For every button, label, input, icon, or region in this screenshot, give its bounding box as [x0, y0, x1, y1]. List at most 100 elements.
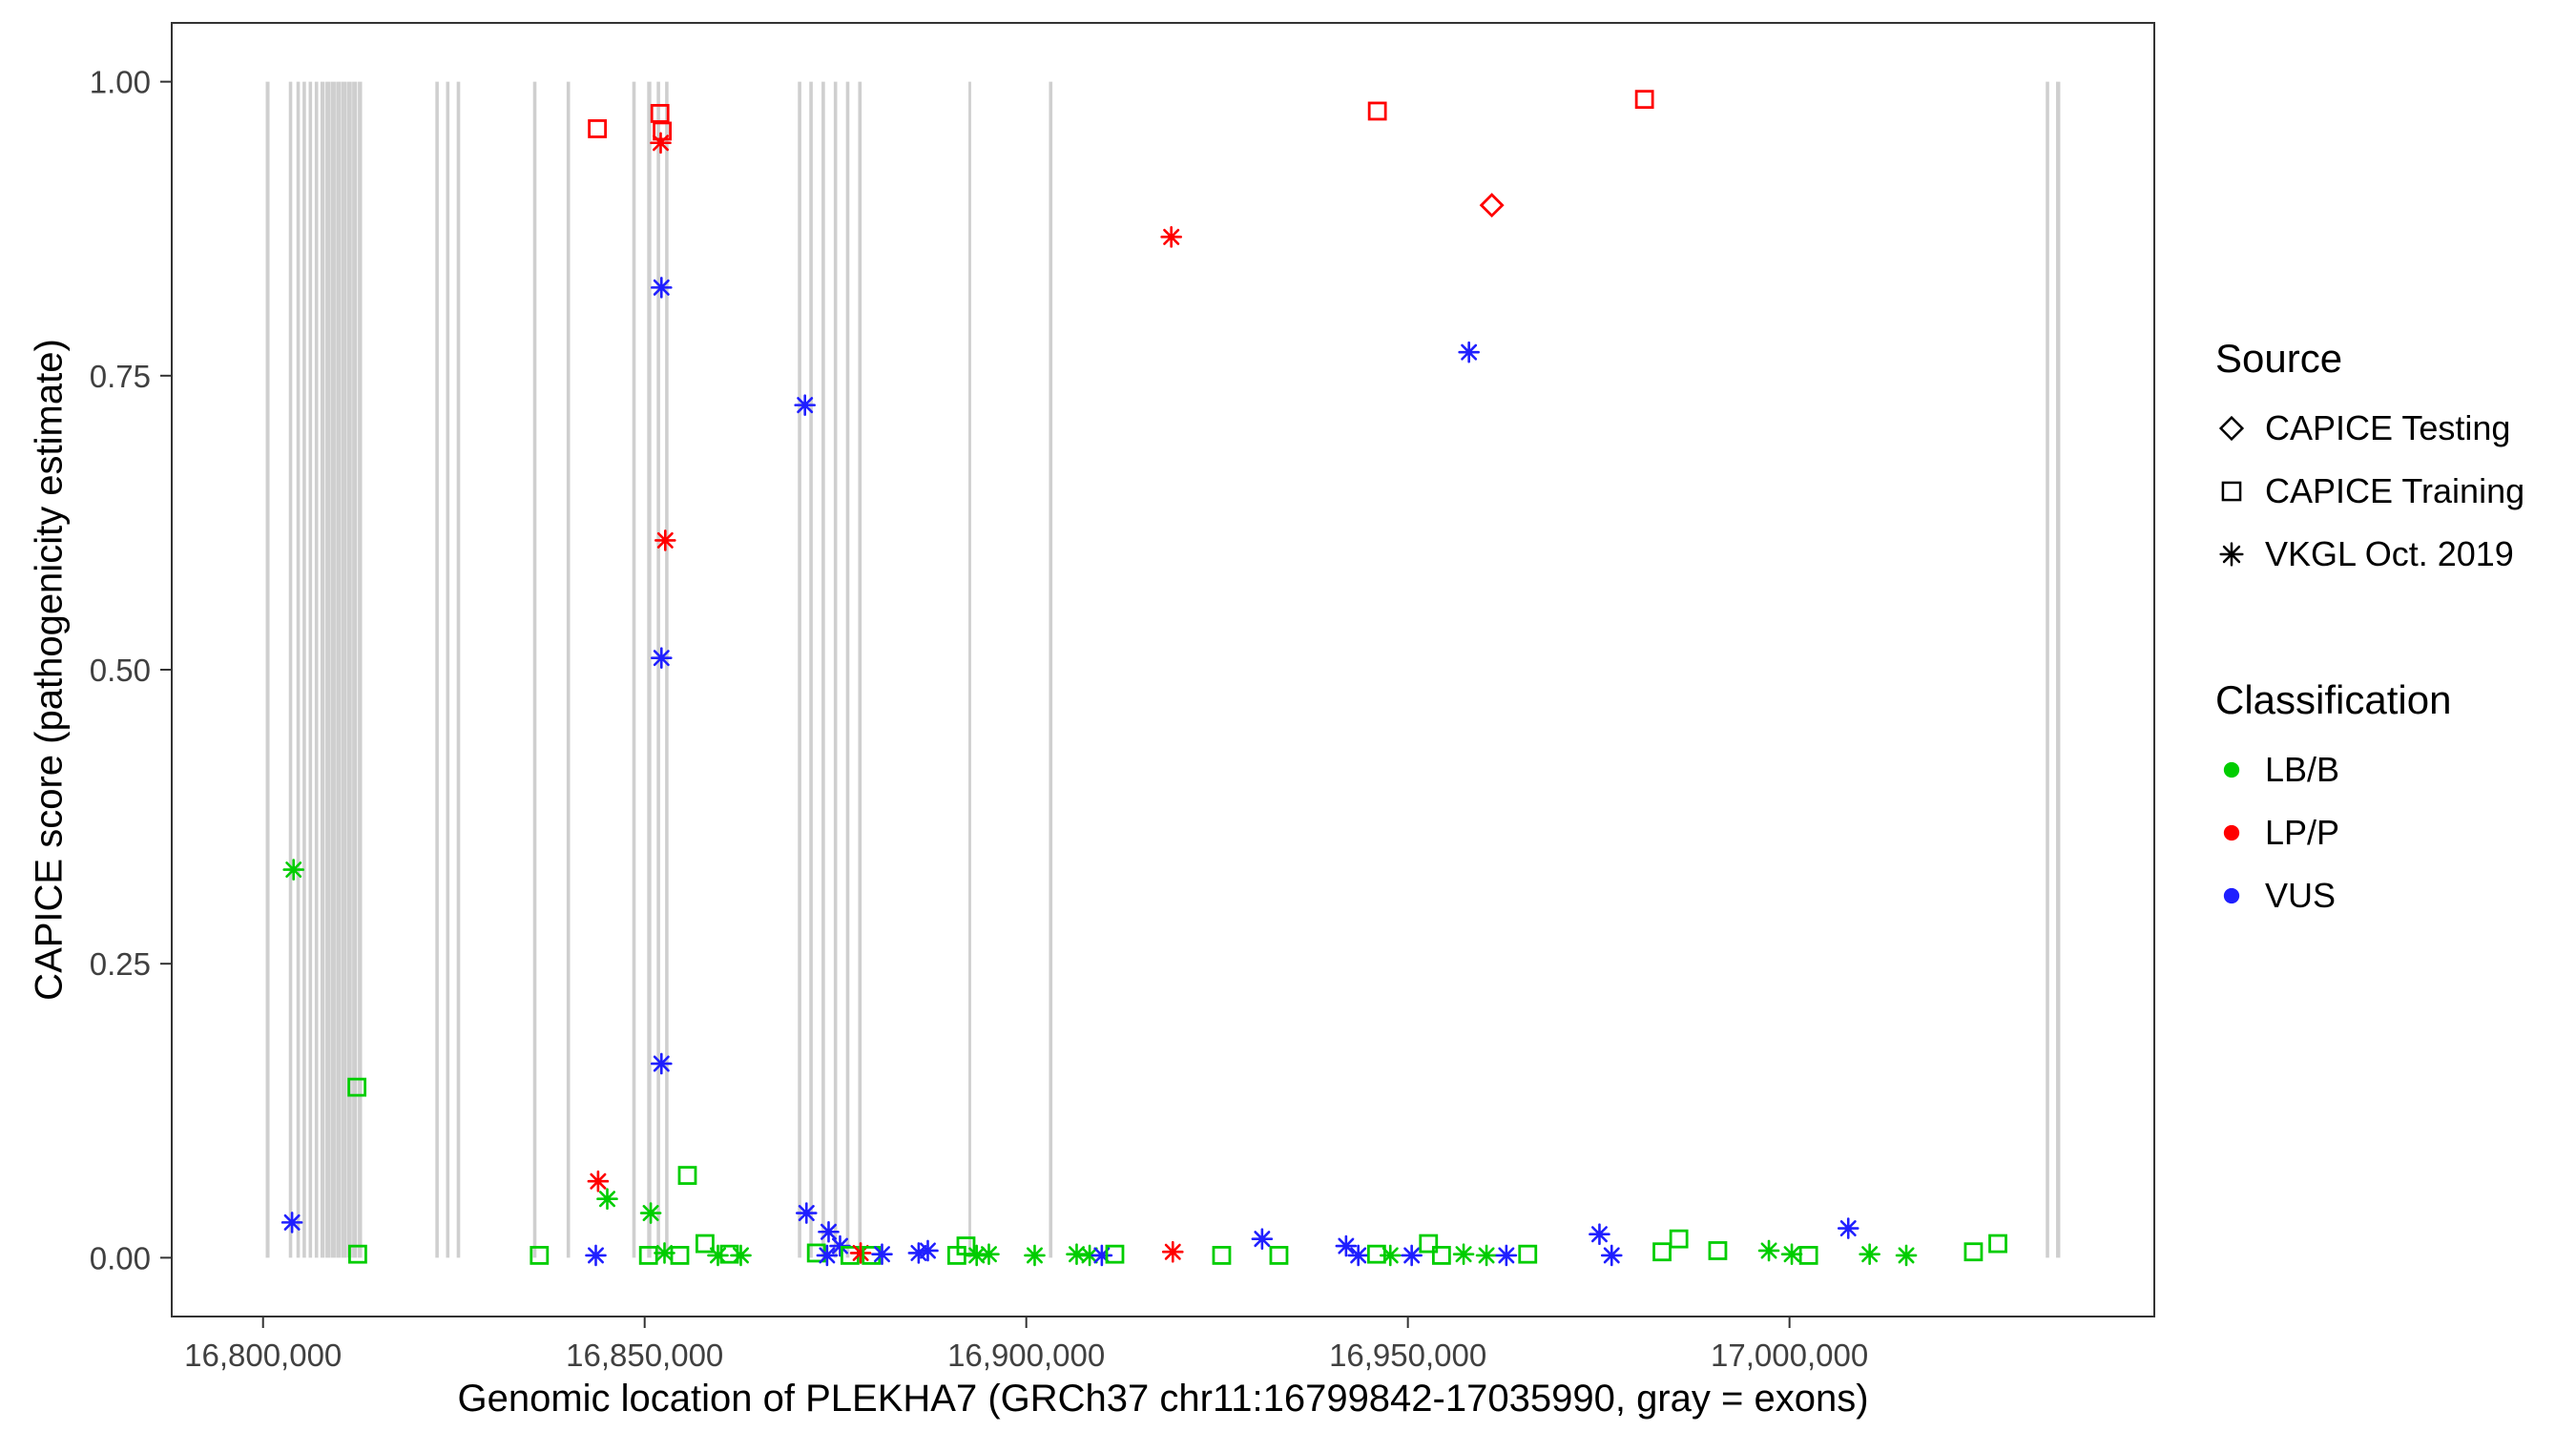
point-asterisk	[707, 1244, 729, 1267]
point-square	[1708, 1241, 1728, 1260]
exon-band	[336, 81, 342, 1258]
exon-band	[809, 81, 813, 1258]
point-square	[1963, 1242, 1984, 1262]
exon-band	[341, 81, 347, 1258]
point-asterisk	[654, 1242, 675, 1264]
y-tick-label: 0.00	[90, 1240, 151, 1275]
y-tick-label: 1.00	[90, 65, 151, 100]
exon-band	[346, 81, 352, 1258]
point-asterisk	[849, 1242, 872, 1264]
point-asterisk	[1495, 1244, 1518, 1267]
exon-band	[566, 81, 571, 1258]
point-asterisk	[730, 1244, 752, 1267]
point-asterisk	[1458, 341, 1480, 363]
point-square	[530, 1245, 550, 1265]
legend-item-label: CAPICE Training	[2265, 471, 2525, 510]
legend-item-label: VUS	[2265, 876, 2337, 915]
exon-band	[325, 81, 331, 1258]
exon-band	[833, 81, 838, 1258]
point-asterisk	[1091, 1244, 1113, 1267]
point-asterisk	[280, 1212, 303, 1234]
point-square	[638, 1245, 658, 1265]
exon-band	[314, 81, 319, 1258]
exon-band	[665, 81, 669, 1258]
y-tick-label: 0.25	[90, 946, 151, 982]
x-tick-label: 16,800,000	[184, 1338, 342, 1373]
legend-item-lpp: LP/P	[2215, 813, 2570, 853]
exon-band	[2046, 81, 2049, 1258]
point-square	[956, 1236, 976, 1255]
exon-band	[845, 81, 850, 1258]
exon-band	[330, 81, 336, 1258]
point-square	[1105, 1244, 1125, 1264]
exon-band	[858, 81, 862, 1258]
point-square	[348, 1244, 367, 1264]
point-square	[670, 1245, 690, 1265]
point-asterisk	[1589, 1223, 1610, 1246]
point-asterisk	[1401, 1244, 1423, 1267]
exon-band	[358, 81, 363, 1258]
y-tick-label: 0.50	[90, 653, 151, 688]
point-asterisk	[966, 1244, 987, 1267]
exon-band	[446, 81, 450, 1258]
point-asterisk	[1161, 1240, 1184, 1263]
point-asterisk	[1837, 1217, 1859, 1239]
point-square	[677, 1166, 697, 1185]
point-square	[695, 1234, 715, 1254]
exon-band	[532, 81, 537, 1258]
legend-item-capice-training: CAPICE Training	[2215, 471, 2570, 511]
panel-border	[171, 22, 2155, 1317]
y-tick-label: 0.75	[90, 359, 151, 394]
exon-band	[265, 81, 270, 1258]
point-asterisk	[1859, 1243, 1880, 1265]
point-asterisk	[1066, 1243, 1088, 1265]
diamond-icon	[2218, 415, 2245, 442]
green-dot-icon	[2223, 761, 2240, 778]
exon-band	[320, 81, 325, 1258]
point-asterisk	[654, 529, 676, 551]
legend-item-label: LP/P	[2265, 813, 2340, 852]
x-tick-label: 16,950,000	[1329, 1338, 1486, 1373]
point-square	[650, 104, 670, 123]
legend-classification-title: Classification	[2215, 677, 2452, 722]
point-asterisk	[907, 1242, 930, 1264]
exon-band	[296, 81, 301, 1258]
point-asterisk	[650, 277, 673, 299]
point-asterisk	[816, 1244, 839, 1267]
point-square	[653, 121, 672, 141]
x-tick-label: 16,900,000	[947, 1338, 1105, 1373]
y-axis-title: CAPICE score (pathogenicity estimate)	[28, 339, 71, 1001]
point-asterisk	[1251, 1228, 1274, 1250]
legend-item-capice-testing: CAPICE Testing	[2215, 408, 2570, 448]
blue-dot-icon	[2223, 887, 2240, 904]
asterisk-icon	[2219, 542, 2244, 567]
point-square	[1798, 1245, 1818, 1265]
exon-band	[798, 81, 801, 1258]
exon-band	[2056, 81, 2061, 1258]
point-asterisk	[596, 1188, 618, 1211]
point-asterisk	[1780, 1243, 1803, 1265]
exon-band	[308, 81, 313, 1258]
exon-band	[647, 81, 652, 1258]
point-asterisk	[1347, 1244, 1369, 1267]
point-square	[1652, 1242, 1672, 1262]
point-asterisk	[1475, 1244, 1498, 1267]
exon-band	[1049, 81, 1053, 1258]
point-asterisk	[1024, 1244, 1046, 1267]
point-square	[1431, 1245, 1451, 1265]
point-square	[1269, 1245, 1289, 1265]
exon-band	[968, 81, 971, 1258]
x-tick-label: 16,850,000	[566, 1338, 723, 1373]
point-square	[1518, 1244, 1538, 1264]
legend-item-lbb: LB/B	[2215, 750, 2570, 790]
point-asterisk	[1452, 1243, 1475, 1265]
x-tick-label: 17,000,000	[1711, 1338, 1868, 1373]
point-asterisk	[282, 859, 305, 881]
point-asterisk	[585, 1244, 607, 1267]
exon-band	[632, 81, 636, 1258]
point-square	[347, 1077, 367, 1097]
point-asterisk	[978, 1243, 1000, 1265]
point-square	[1419, 1234, 1439, 1254]
